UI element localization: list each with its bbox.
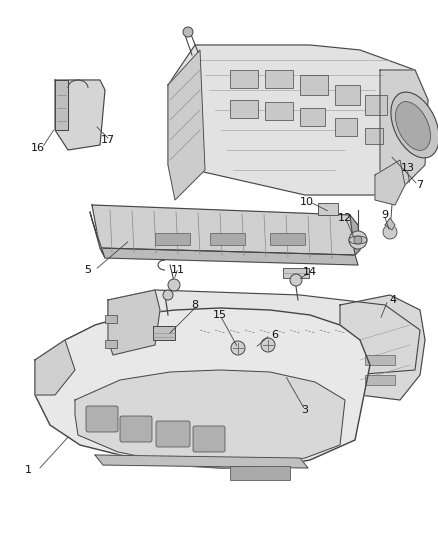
Text: 14: 14 (303, 267, 317, 277)
Circle shape (163, 290, 173, 300)
Bar (230, 70, 258, 88)
Circle shape (183, 27, 193, 37)
Bar (230, 466, 290, 480)
Bar (365, 128, 383, 144)
Polygon shape (168, 50, 205, 200)
Bar (153, 326, 175, 340)
Polygon shape (92, 205, 355, 255)
Circle shape (168, 279, 180, 291)
Text: 10: 10 (300, 197, 314, 207)
Circle shape (261, 338, 275, 352)
Text: 9: 9 (381, 210, 389, 220)
Bar (210, 233, 245, 245)
Polygon shape (35, 308, 370, 468)
FancyBboxPatch shape (120, 416, 152, 442)
Ellipse shape (396, 102, 431, 150)
Polygon shape (55, 80, 68, 130)
Polygon shape (95, 455, 308, 468)
Bar (365, 95, 387, 115)
Text: 3: 3 (301, 405, 308, 415)
Bar (265, 102, 293, 120)
Bar (300, 75, 328, 95)
Polygon shape (90, 212, 105, 258)
Bar (335, 85, 360, 105)
Text: 15: 15 (213, 310, 227, 320)
Circle shape (349, 231, 367, 249)
Circle shape (383, 225, 397, 239)
Circle shape (290, 274, 302, 286)
Bar (105, 315, 117, 323)
Polygon shape (108, 290, 420, 380)
FancyBboxPatch shape (86, 406, 118, 432)
Text: 12: 12 (338, 213, 352, 223)
Bar (265, 70, 293, 88)
Bar (270, 233, 305, 245)
Bar (365, 375, 395, 385)
Text: 8: 8 (191, 300, 198, 310)
Bar (335, 118, 357, 136)
Bar (365, 355, 395, 365)
Ellipse shape (391, 92, 438, 158)
Polygon shape (375, 160, 405, 205)
Bar (155, 233, 190, 245)
Bar (230, 100, 258, 118)
Circle shape (354, 236, 362, 244)
Polygon shape (385, 218, 395, 230)
Text: 6: 6 (272, 330, 279, 340)
Text: 16: 16 (31, 143, 45, 153)
Text: 11: 11 (171, 265, 185, 275)
Polygon shape (380, 70, 428, 195)
Polygon shape (340, 295, 425, 400)
Polygon shape (168, 45, 428, 195)
Text: 1: 1 (25, 465, 32, 475)
Ellipse shape (349, 236, 367, 244)
Bar (105, 340, 117, 348)
Polygon shape (75, 370, 345, 465)
Polygon shape (350, 215, 360, 255)
Bar (283, 268, 309, 278)
Text: 7: 7 (417, 180, 424, 190)
Text: 5: 5 (85, 265, 92, 275)
Text: 13: 13 (401, 163, 415, 173)
Bar (300, 108, 325, 126)
Text: 4: 4 (389, 295, 396, 305)
FancyBboxPatch shape (193, 426, 225, 452)
Polygon shape (100, 248, 358, 265)
Polygon shape (55, 80, 105, 150)
Polygon shape (108, 290, 160, 355)
Circle shape (231, 341, 245, 355)
Text: 17: 17 (101, 135, 115, 145)
Polygon shape (35, 340, 75, 395)
Bar (318, 203, 338, 215)
FancyBboxPatch shape (156, 421, 190, 447)
